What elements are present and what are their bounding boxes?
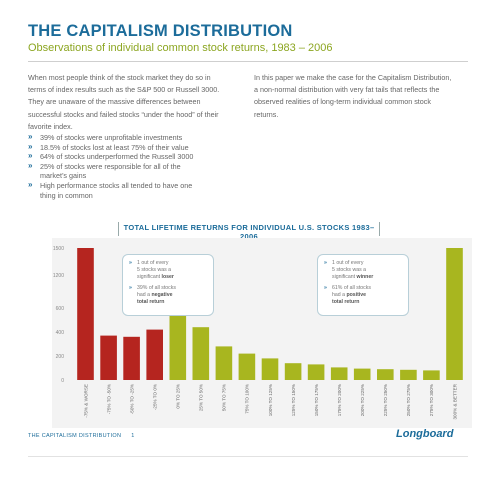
- chevron-right-icon: »: [28, 141, 33, 151]
- x-tick-label: 0% TO 25%: [176, 384, 181, 409]
- x-tick-label: 200% TO 225%: [360, 384, 365, 416]
- x-tick-label: 75% TO 100%: [245, 384, 250, 414]
- x-tick-label: 100% TO 125%: [268, 384, 273, 416]
- y-tick-label: 200: [56, 354, 65, 360]
- bar: [123, 336, 140, 380]
- y-tick-label: 400: [56, 330, 65, 336]
- y-tick-label: 0: [61, 378, 64, 384]
- page-title: THE CAPITALISM DISTRIBUTION: [28, 22, 293, 40]
- bar: [100, 335, 117, 380]
- bar: [77, 248, 94, 380]
- bar: [307, 364, 325, 380]
- bar: [377, 369, 394, 380]
- intro-right-paragraph: In this paper we make the case for the C…: [254, 73, 452, 119]
- footer-divider: [28, 456, 468, 457]
- bar: [192, 327, 210, 380]
- bar: [146, 329, 163, 380]
- chevron-right-icon: »: [324, 284, 327, 291]
- intro-left-paragraph: When most people think of the stock mark…: [28, 73, 220, 131]
- bar: [330, 367, 348, 380]
- bar: [215, 346, 233, 380]
- footer-label: THE CAPITALISM DISTRIBUTION 1: [28, 433, 135, 439]
- bar-chart: 0 200 400 600 1200 1500 -75% & WORSE -75% TO -5…: [53, 246, 463, 420]
- x-tick-label: 300% & BETTER: [452, 383, 457, 419]
- page-number: 1: [131, 433, 135, 439]
- list-item: » 18.5% of stocks lost at least 75% of th…: [28, 141, 189, 152]
- chevron-right-icon: »: [129, 260, 132, 266]
- x-tick-label: 275% TO 300%: [429, 384, 434, 416]
- chart-title-frame: TOTAL LIFETIME RETURNS FOR INDIVIDUAL U.…: [118, 222, 380, 241]
- chevron-right-icon: »: [28, 179, 33, 189]
- brand-logo: Longboard: [396, 428, 454, 440]
- bar: [446, 248, 463, 380]
- chevron-right-icon: »: [28, 160, 33, 170]
- bar: [238, 353, 256, 380]
- chart-area: 0 200 400 600 1200 1500 -75% & WORSE -75% TO -5…: [52, 238, 472, 428]
- chevron-right-icon: »: [129, 284, 132, 291]
- bar: [284, 363, 302, 380]
- x-tick-label: -25% TO 0%: [153, 384, 158, 410]
- list-item: » 39% of stocks were unprofitable investm…: [28, 132, 183, 142]
- x-tick-label: 175% TO 200%: [337, 384, 342, 416]
- y-tick-label: 600: [56, 306, 65, 312]
- x-tick-label: 125% TO 150%: [291, 384, 296, 416]
- bar: [169, 315, 187, 380]
- page-subtitle: Observations of individual common stock …: [28, 42, 333, 54]
- chevron-right-icon: »: [28, 132, 33, 141]
- bar: [400, 369, 417, 380]
- key-findings-list: » 39% of stocks were unprofitable investm…: [28, 132, 258, 200]
- chart-title: TOTAL LIFETIME RETURNS FOR INDIVIDUAL U.…: [123, 223, 375, 241]
- x-tick-label: 50% TO 75%: [222, 384, 227, 411]
- list-item: » 25% of stocks were responsible for all …: [28, 160, 181, 181]
- bar: [423, 370, 440, 380]
- x-tick-label: -50% TO -25%: [129, 384, 134, 414]
- x-tick-label: 150% TO 175%: [314, 384, 319, 416]
- chevron-right-icon: »: [324, 260, 327, 266]
- y-tick-label: 1500: [53, 246, 64, 252]
- chevron-right-icon: »: [28, 151, 33, 161]
- list-item: » 64% of stocks underperformed the Russel…: [28, 151, 194, 162]
- x-tick-label: 25% TO 50%: [199, 384, 204, 411]
- x-tick-label: -75% TO -50%: [106, 384, 111, 414]
- bar: [261, 358, 279, 380]
- x-tick-label: 225% TO 250%: [383, 384, 388, 416]
- y-tick-label: 1200: [53, 273, 64, 279]
- winner-callout: » 1 out of every 5 stocks was a significant…: [317, 254, 409, 316]
- header-divider: [28, 61, 468, 62]
- list-item: » High performance stocks all tended to h…: [28, 179, 193, 200]
- x-tick-label: 250% TO 275%: [406, 384, 411, 416]
- bar: [353, 368, 371, 380]
- x-tick-label: -75% & WORSE: [83, 384, 88, 418]
- loser-callout: » 1 out of every 5 stocks was a significant…: [122, 254, 214, 316]
